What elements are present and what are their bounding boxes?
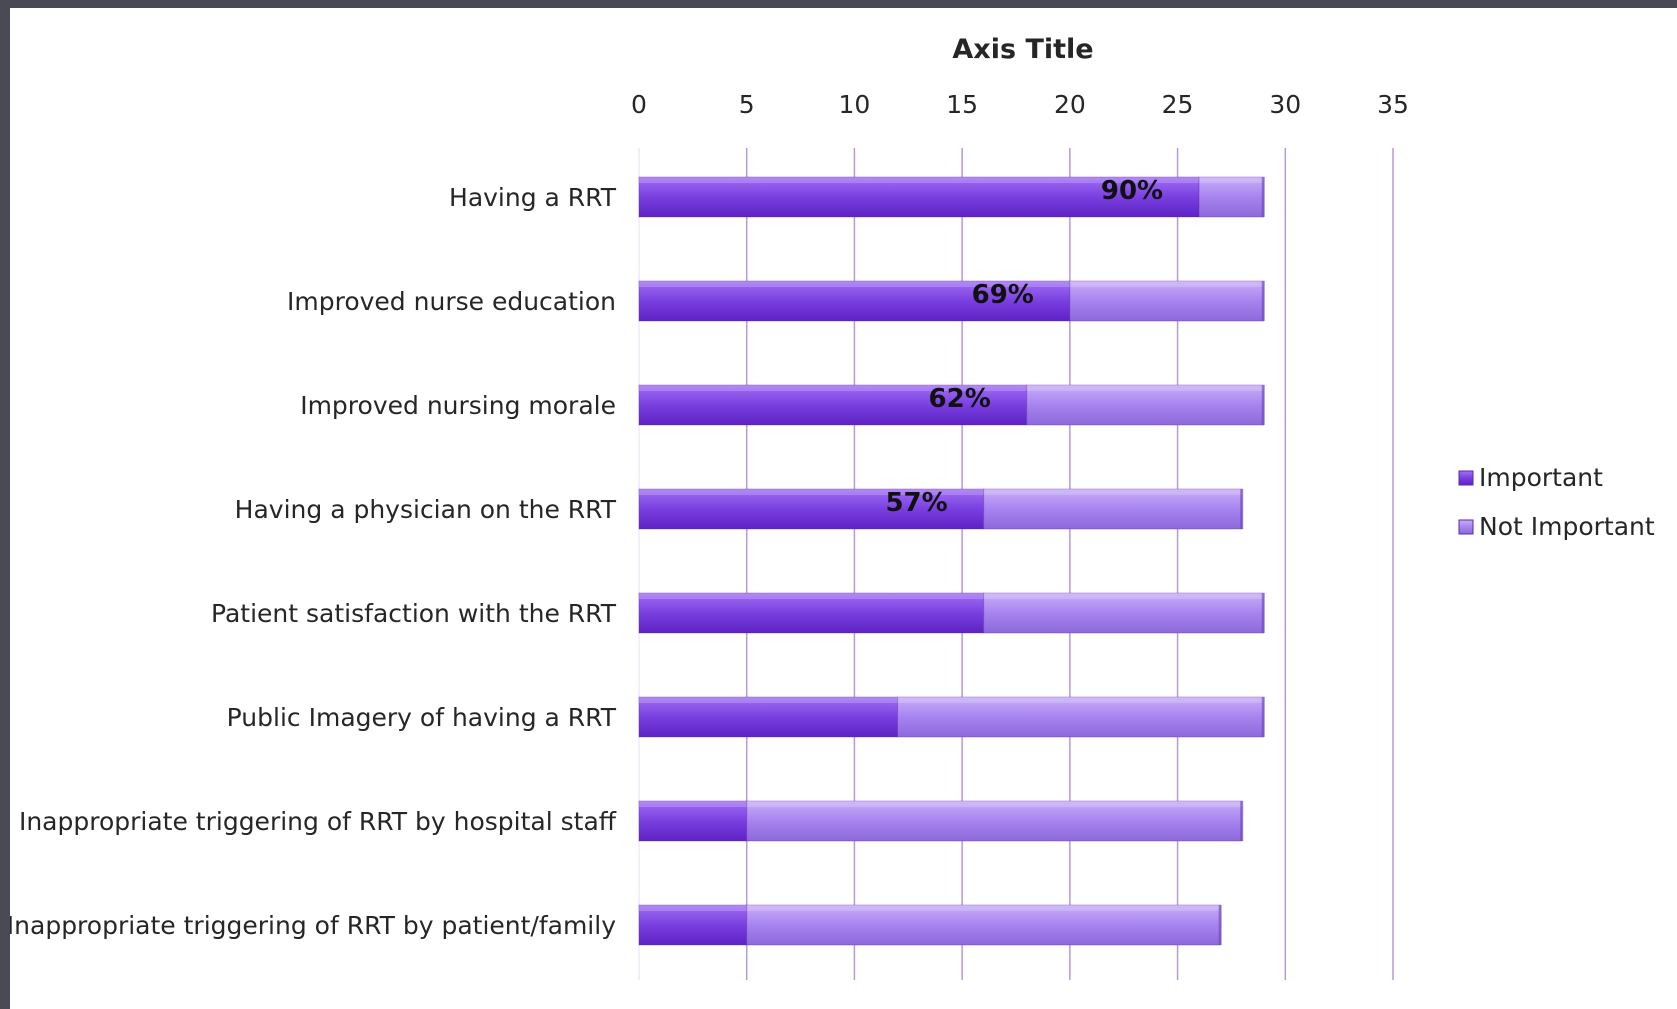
- bar-important: [638, 592, 985, 634]
- legend-label: Not Important: [1479, 512, 1655, 541]
- bar-not-important: [1026, 384, 1265, 426]
- bar-highlight: [639, 281, 1070, 287]
- bar-highlight: [983, 593, 1264, 599]
- bar-important: [638, 280, 1071, 322]
- data-label: 69%: [972, 280, 1034, 310]
- data-label: 57%: [885, 488, 947, 518]
- bar-not-important: [746, 904, 1222, 946]
- bar-end-cap: [1261, 177, 1265, 217]
- labels: 0 5 10 15 20 25 30 35 Having a RRT 90% Improved nu…: [10, 90, 1409, 940]
- x-tick-label: 35: [1377, 90, 1409, 119]
- chart-frame: 0 5 10 15 20 25 30 35 Having a RRT 90% Improved nu…: [10, 8, 1677, 1009]
- legend: Important Not Important: [1458, 463, 1655, 541]
- bar-important: [638, 384, 1028, 426]
- bar-not-important: [983, 592, 1265, 634]
- bar-highlight: [897, 697, 1264, 703]
- bar-highlight: [639, 905, 747, 911]
- bar-highlight: [639, 385, 1027, 391]
- bar-highlight: [639, 697, 898, 703]
- bar-end-cap: [1261, 385, 1265, 425]
- data-label: 90%: [1101, 176, 1163, 206]
- bar-important: [638, 488, 985, 530]
- legend-swatch: [1458, 470, 1474, 486]
- grid-lines: [638, 148, 1394, 980]
- bars: [638, 176, 1265, 946]
- data-label: 62%: [929, 384, 991, 414]
- x-tick-label: 30: [1269, 90, 1301, 119]
- bar-end-cap: [1240, 801, 1244, 841]
- bar-highlight: [639, 593, 984, 599]
- bar-chart: 0 5 10 15 20 25 30 35 Having a RRT 90% Improved nu…: [10, 34, 1655, 980]
- category-label: Patient satisfaction with the RRT: [211, 599, 617, 628]
- x-tick-label: 20: [1054, 90, 1086, 119]
- category-label: Having a physician on the RRT: [235, 495, 617, 524]
- x-axis-title: Axis Title: [952, 34, 1093, 65]
- bar-highlight: [639, 177, 1200, 183]
- legend-swatch: [1458, 519, 1474, 535]
- bar-not-important: [1198, 176, 1265, 218]
- category-label: Improved nursing morale: [300, 391, 616, 420]
- category-label: Public Imagery of having a RRT: [227, 703, 617, 732]
- x-tick-label: 10: [839, 90, 871, 119]
- bar-highlight: [746, 905, 1221, 911]
- bar-end-cap: [1261, 593, 1265, 633]
- x-tick-label: 0: [631, 90, 647, 119]
- bar-highlight: [1026, 385, 1264, 391]
- x-tick-label: 25: [1162, 90, 1194, 119]
- bar-end-cap: [1240, 489, 1244, 529]
- category-label: Having a RRT: [449, 183, 617, 212]
- x-tick-label: 5: [739, 90, 755, 119]
- bar-not-important: [1069, 280, 1265, 322]
- bar-important: [638, 904, 748, 946]
- x-tick-label: 15: [946, 90, 978, 119]
- category-label: Inappropriate triggering of RRT by hospi…: [19, 807, 617, 836]
- legend-label: Important: [1479, 463, 1603, 492]
- bar-not-important: [897, 696, 1265, 738]
- bar-not-important: [983, 488, 1243, 530]
- bar-highlight: [639, 801, 747, 807]
- bar-highlight: [983, 489, 1243, 495]
- bar-highlight: [1069, 281, 1264, 287]
- category-label: Inappropriate triggering of RRT by patie…: [10, 911, 616, 940]
- bar-end-cap: [1218, 905, 1222, 945]
- category-label: Improved nurse education: [287, 287, 616, 316]
- bar-highlight: [1199, 177, 1264, 183]
- bar-highlight: [746, 801, 1243, 807]
- bar-end-cap: [1261, 697, 1265, 737]
- bar-end-cap: [1261, 281, 1265, 321]
- bar-not-important: [746, 800, 1243, 842]
- bar-highlight: [639, 489, 984, 495]
- bar-important: [638, 176, 1200, 218]
